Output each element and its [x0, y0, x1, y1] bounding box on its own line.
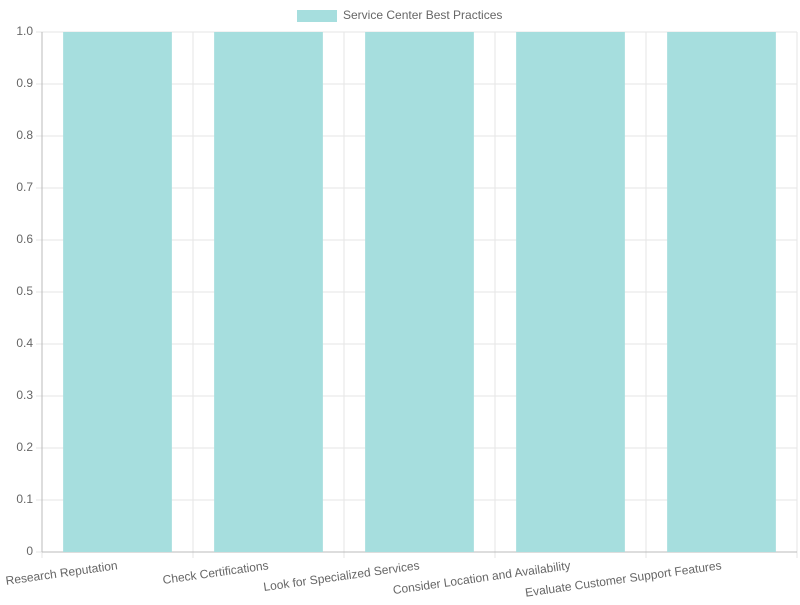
x-tick-label: Check Certifications — [162, 558, 270, 587]
bar — [214, 32, 323, 552]
y-tick-label: 0.4 — [16, 336, 33, 350]
x-tick-label: Research Reputation — [5, 558, 119, 588]
y-tick-label: 0.2 — [16, 440, 33, 454]
y-tick-label: 0.1 — [16, 492, 33, 506]
y-tick-label: 0.7 — [16, 180, 33, 194]
bar — [63, 32, 172, 552]
y-tick-label: 0 — [26, 544, 33, 558]
y-tick-label: 0.6 — [16, 232, 33, 246]
y-tick-label: 0.3 — [16, 388, 33, 402]
legend-swatch — [297, 10, 337, 22]
bar — [667, 32, 776, 552]
y-tick-label: 0.9 — [16, 76, 33, 90]
y-tick-label: 0.8 — [16, 128, 33, 142]
legend-label: Service Center Best Practices — [343, 8, 502, 22]
bar — [516, 32, 625, 552]
bar — [365, 32, 474, 552]
y-tick-label: 0.5 — [16, 284, 33, 298]
y-tick-label: 1.0 — [16, 24, 33, 38]
